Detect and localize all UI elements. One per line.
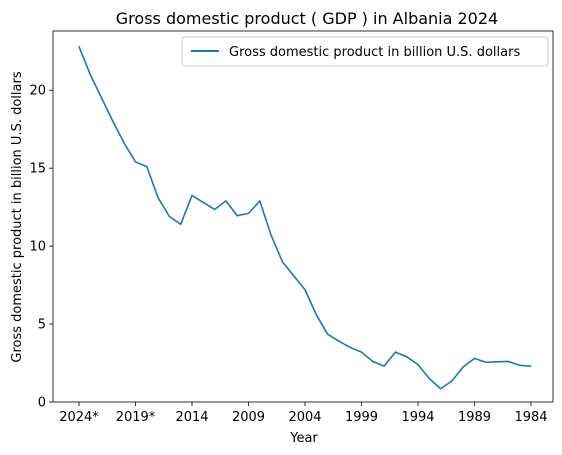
legend-box xyxy=(181,36,549,67)
data-point xyxy=(383,365,385,367)
data-point xyxy=(360,351,363,353)
data-point xyxy=(247,212,250,214)
data-point xyxy=(225,200,227,202)
x-tick-label: 2019* xyxy=(116,410,156,425)
y-tick-label: 5 xyxy=(38,318,46,333)
y-tick-label: 10 xyxy=(29,240,46,255)
y-tick-label: 0 xyxy=(38,396,46,411)
data-point xyxy=(214,208,216,211)
x-tick-label: 1999 xyxy=(345,410,378,425)
data-point xyxy=(473,357,476,359)
data-point xyxy=(304,289,306,291)
data-point xyxy=(202,201,204,204)
data-point xyxy=(134,161,137,163)
plot-background xyxy=(53,31,553,402)
data-point xyxy=(507,360,509,363)
data-point xyxy=(315,314,317,316)
data-point xyxy=(259,200,261,202)
legend-label: Gross domestic product in billion U.S. d… xyxy=(229,45,520,60)
data-point xyxy=(530,365,532,367)
chart-title: Gross domestic product ( GDP ) in Albani… xyxy=(116,9,498,28)
series-layer xyxy=(78,45,532,390)
legend: Gross domestic product in billion U.S. d… xyxy=(181,36,549,67)
x-axis-title: Year xyxy=(289,431,318,446)
data-point xyxy=(157,197,159,199)
data-point xyxy=(338,340,340,342)
x-tick-label: 1989 xyxy=(458,410,491,425)
x-tick-label: 2024* xyxy=(59,410,99,425)
x-tick-label: 1984 xyxy=(514,410,547,425)
data-point xyxy=(293,275,295,277)
data-point xyxy=(327,333,329,335)
data-point xyxy=(281,261,283,263)
plot-area xyxy=(52,30,554,403)
data-point xyxy=(146,166,148,168)
data-point xyxy=(496,361,498,363)
y-tick-label: 20 xyxy=(29,84,46,99)
x-tick-label: 2004 xyxy=(288,410,321,425)
data-point xyxy=(417,363,419,366)
data-point xyxy=(123,142,125,144)
x-tick-label: 2014 xyxy=(175,410,208,425)
data-point xyxy=(372,360,374,363)
data-point xyxy=(112,120,114,123)
data-point xyxy=(440,388,442,390)
data-point xyxy=(428,378,430,380)
data-point xyxy=(168,215,170,218)
y-axis-title: Gross domestic product in billion U.S. d… xyxy=(10,71,25,362)
data-point xyxy=(101,97,103,99)
y-tick-label: 15 xyxy=(29,162,46,177)
data-point xyxy=(451,380,453,382)
y-axis: 0 5 10 15 20 xyxy=(29,84,53,411)
data-point xyxy=(270,234,272,236)
data-point xyxy=(485,361,487,363)
data-point xyxy=(394,351,396,353)
plot-frame xyxy=(52,30,554,403)
data-point xyxy=(191,194,193,197)
data-point xyxy=(349,346,351,349)
data-point xyxy=(462,366,464,368)
data-point xyxy=(78,45,80,48)
data-point xyxy=(180,223,182,225)
x-axis: 2024* 2019* 2014 2009 2004 1999 1994 1989 1984 xyxy=(59,402,548,425)
x-tick-label: 1994 xyxy=(401,410,434,425)
x-tick-label: 2009 xyxy=(232,410,265,425)
data-point xyxy=(236,215,238,217)
data-point xyxy=(406,356,408,358)
data-point xyxy=(519,364,521,366)
data-point xyxy=(89,74,91,76)
